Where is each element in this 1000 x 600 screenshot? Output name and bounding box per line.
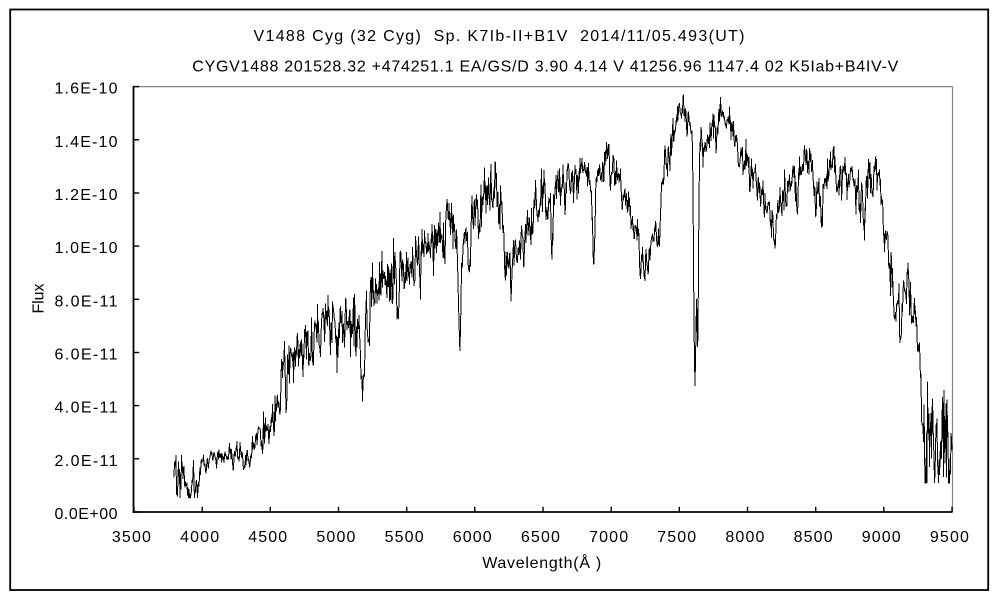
- svg-text:7500: 7500: [657, 529, 696, 546]
- svg-text:6000: 6000: [453, 529, 492, 546]
- svg-text:4000: 4000: [180, 529, 219, 546]
- svg-text:Wavelength(Å ): Wavelength(Å ): [482, 553, 601, 572]
- svg-text:2.0E-11: 2.0E-11: [55, 453, 118, 470]
- svg-text:V1488 Cyg (32 Cyg) Sp. K7Ib-I: V1488 Cyg (32 Cyg) Sp. K7Ib-II+B1V 2014/…: [254, 28, 745, 45]
- svg-text:6500: 6500: [521, 529, 560, 546]
- svg-text:3500: 3500: [112, 529, 151, 546]
- svg-text:8500: 8500: [794, 529, 833, 546]
- svg-text:4500: 4500: [248, 529, 287, 546]
- svg-text:9000: 9000: [862, 529, 901, 546]
- svg-text:Flux: Flux: [31, 284, 48, 314]
- svg-text:1.4E-10: 1.4E-10: [55, 134, 118, 151]
- svg-text:7000: 7000: [589, 529, 628, 546]
- svg-text:6.0E-11: 6.0E-11: [55, 347, 118, 364]
- svg-text:1.2E-10: 1.2E-10: [55, 187, 118, 204]
- svg-text:8.0E-11: 8.0E-11: [55, 293, 118, 310]
- svg-text:4.0E-11: 4.0E-11: [55, 400, 118, 417]
- svg-text:0.0E+00: 0.0E+00: [55, 506, 118, 523]
- svg-text:5000: 5000: [316, 529, 355, 546]
- svg-text:5500: 5500: [385, 529, 424, 546]
- svg-text:1.6E-10: 1.6E-10: [55, 81, 118, 98]
- svg-text:1.0E-10: 1.0E-10: [55, 240, 118, 257]
- svg-text:8000: 8000: [725, 529, 764, 546]
- svg-text:CYGV1488 201528.32 +474251.1 E: CYGV1488 201528.32 +474251.1 EA/GS/D 3.9…: [192, 58, 898, 75]
- svg-text:9500: 9500: [930, 529, 969, 546]
